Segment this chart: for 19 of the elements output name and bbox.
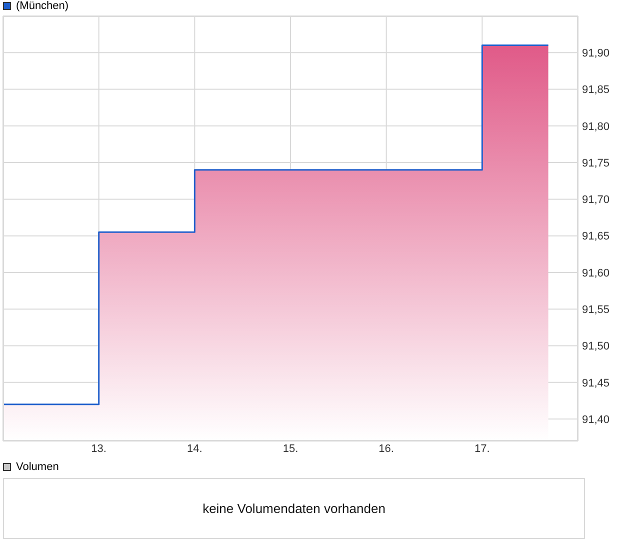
y-tick-label: 91,55 — [582, 304, 610, 316]
x-tick-label: 13. — [91, 442, 106, 455]
legend-label: Volumen — [16, 461, 59, 473]
y-tick-label: 91,75 — [582, 157, 610, 170]
legend-label: (München) — [16, 0, 69, 12]
x-tick-label: 14. — [187, 442, 202, 455]
y-tick-label: 91,90 — [582, 48, 610, 60]
x-tick-label: 15. — [282, 442, 298, 455]
y-tick-label: 91,50 — [582, 340, 610, 353]
y-tick-label: 91,65 — [582, 230, 610, 243]
y-tick-label: 91,80 — [582, 120, 610, 133]
y-tick-label: 91,60 — [582, 267, 610, 280]
y-tick-label: 91,45 — [582, 377, 610, 390]
y-tick-label: 91,40 — [582, 414, 610, 426]
y-tick-label: 91,70 — [582, 194, 610, 206]
x-tick-label: 16. — [378, 442, 394, 455]
x-tick-label: 17. — [474, 442, 490, 455]
empty-panel: keine Volumendaten vorhanden — [3, 478, 585, 539]
y-tick-label: 91,85 — [582, 84, 610, 96]
